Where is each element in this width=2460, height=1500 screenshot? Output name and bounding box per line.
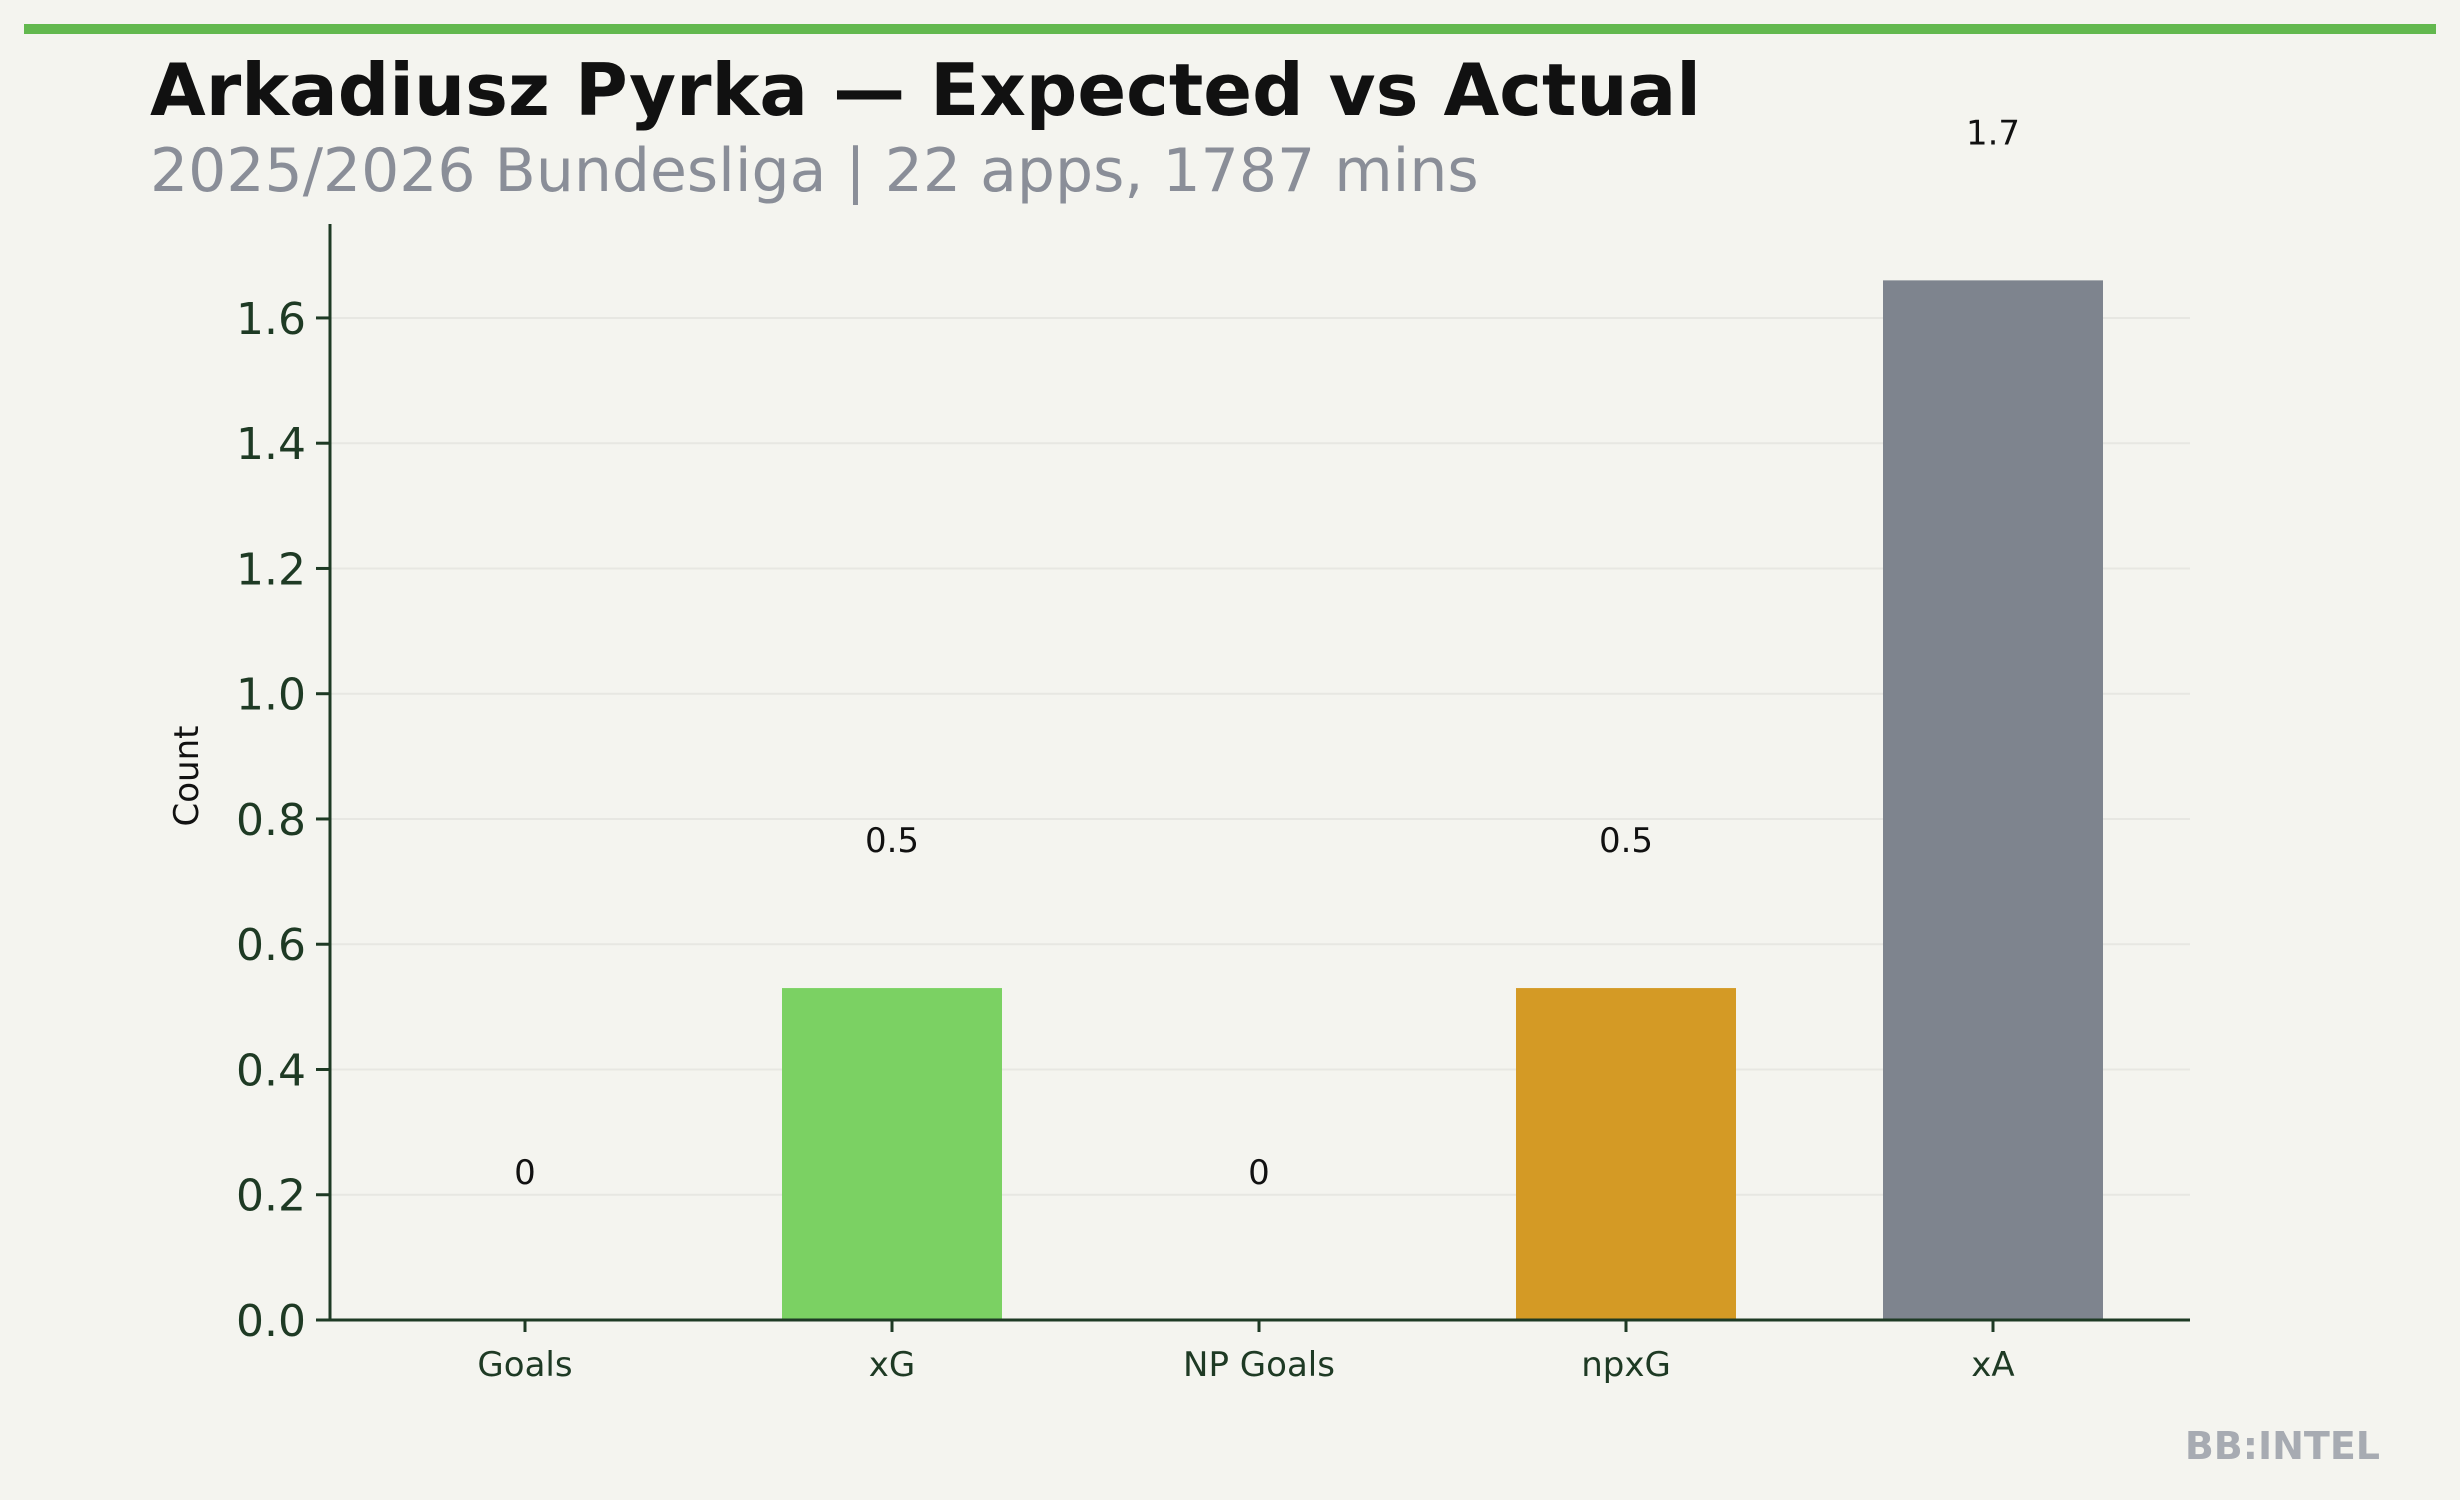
y-tick-label: 0.2 — [236, 1171, 306, 1222]
data-label: 0 — [514, 1153, 536, 1193]
y-tick-label: 0.4 — [236, 1045, 306, 1096]
x-tick-label: npxG — [1581, 1345, 1671, 1385]
data-label: 1.7 — [1966, 113, 2020, 153]
chart-subtitle: 2025/2026 Bundesliga | 22 apps, 1787 min… — [150, 136, 1479, 206]
y-tick-label: 1.0 — [236, 670, 306, 721]
y-tick-label: 1.6 — [236, 294, 306, 345]
axes — [328, 224, 2190, 1322]
y-tick-label: 0.8 — [236, 795, 306, 846]
grid-lines — [330, 316, 2190, 1196]
bar-xa — [1883, 280, 2103, 1320]
y-tick-label: 1.4 — [236, 419, 306, 470]
data-label: 0.5 — [865, 821, 919, 861]
x-tick-label: Goals — [477, 1345, 572, 1385]
x-ticks: Goals xG NP Goals npxG xA — [477, 1320, 2015, 1385]
y-tick-label: 1.2 — [236, 544, 306, 595]
accent-bar — [24, 24, 2436, 34]
bars — [782, 280, 2103, 1320]
y-axis-label: Count — [167, 726, 207, 827]
data-label: 0.5 — [1599, 821, 1653, 861]
x-tick-label: xA — [1971, 1345, 2014, 1385]
watermark-logo: BB:INTEL — [2184, 1424, 2380, 1468]
y-ticks: 0.0 0.2 0.4 0.6 0.8 1.0 1.2 1.4 1.6 — [236, 294, 330, 1347]
y-tick-label: 0.0 — [236, 1296, 306, 1347]
x-tick-label: NP Goals — [1183, 1345, 1335, 1385]
data-label: 0 — [1248, 1153, 1270, 1193]
bar-npxg — [1516, 988, 1736, 1320]
x-tick-label: xG — [869, 1345, 915, 1385]
data-labels: 0 0.5 0 0.5 1.7 — [514, 113, 2020, 1193]
chart-title: Arkadiusz Pyrka — Expected vs Actual — [150, 48, 1701, 132]
y-tick-label: 0.6 — [236, 920, 306, 971]
bar-xg — [782, 988, 1002, 1320]
